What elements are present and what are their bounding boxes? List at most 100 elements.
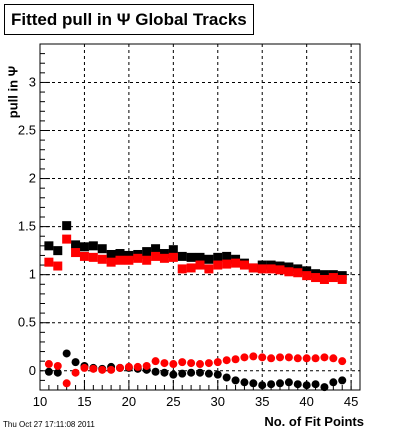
data-point-circle (169, 370, 178, 379)
title-box: Fitted pull in Ψ Global Tracks (4, 4, 254, 35)
data-point-square (97, 254, 107, 264)
data-point-circle (329, 378, 338, 387)
data-point-circle (151, 357, 160, 366)
data-point-circle (71, 368, 80, 377)
data-point-circle (62, 349, 71, 358)
data-point-circle (293, 380, 302, 389)
data-point-circle (204, 369, 213, 378)
data-point-circle (240, 353, 249, 362)
x-axis-label: No. of Fit Points (264, 414, 364, 429)
data-point-square (44, 241, 54, 251)
data-point-square (142, 247, 152, 257)
y-tick-label: 2 (29, 171, 36, 186)
y-tick-label: 2.5 (18, 123, 36, 138)
data-point-square (168, 245, 178, 255)
data-point-circle (258, 353, 267, 362)
chart-title: Fitted pull in Ψ Global Tracks (11, 9, 247, 29)
data-point-circle (160, 368, 169, 377)
data-point-circle (178, 358, 187, 367)
data-point-square (71, 248, 81, 258)
data-point-circle (222, 373, 231, 382)
data-point-square (222, 251, 232, 261)
data-point-circle (178, 369, 187, 378)
data-point-circle (142, 361, 151, 370)
x-tick-label: 15 (77, 394, 91, 409)
data-point-square (62, 234, 72, 244)
data-point-circle (98, 365, 107, 374)
data-point-square (328, 273, 338, 283)
data-point-square (266, 264, 276, 274)
data-point-circle (133, 362, 142, 371)
x-tick-label: 10 (33, 394, 47, 409)
data-point-circle (231, 376, 240, 385)
data-point-square (124, 255, 134, 265)
data-point-square (142, 255, 152, 265)
data-markers (44, 221, 347, 392)
data-point-square (151, 244, 161, 254)
data-point-circle (293, 354, 302, 363)
data-point-circle (267, 380, 276, 389)
data-point-square (319, 274, 329, 284)
x-tick-label: 20 (122, 394, 136, 409)
y-tick-label: 0.5 (18, 315, 36, 330)
data-point-circle (320, 353, 329, 362)
plot-frame (39, 43, 361, 391)
data-point-square (53, 246, 63, 256)
data-point-square (195, 252, 205, 262)
data-point-square (337, 274, 347, 284)
data-point-square (204, 264, 214, 274)
data-point-circle (222, 356, 231, 365)
data-point-circle (240, 378, 249, 387)
data-point-circle (231, 355, 240, 364)
y-tick-label: 1 (29, 267, 36, 282)
series-3 (44, 352, 347, 388)
data-point-circle (169, 360, 178, 369)
data-point-square (79, 251, 89, 261)
y-axis-label-container: pull in Ψ (3, 52, 23, 132)
data-point-circle (80, 363, 89, 372)
data-point-circle (311, 380, 320, 389)
data-point-circle (196, 368, 204, 377)
data-point-square (168, 252, 178, 262)
data-point-circle (213, 370, 222, 379)
data-point-square (115, 255, 125, 265)
x-tick-label: 35 (255, 394, 269, 409)
data-point-square (284, 262, 294, 272)
data-point-square (44, 257, 54, 267)
x-tick-label: 45 (344, 394, 358, 409)
data-point-square (97, 244, 107, 254)
data-point-square (231, 258, 241, 268)
data-point-circle (276, 379, 284, 388)
series-1 (44, 234, 347, 284)
data-point-circle (160, 359, 169, 368)
axis-ticks (39, 43, 361, 391)
data-point-circle (276, 353, 284, 362)
data-point-circle (249, 379, 258, 388)
data-point-square (159, 253, 169, 263)
data-point-square (311, 273, 321, 283)
x-tick-label: 25 (166, 394, 180, 409)
data-point-circle (44, 360, 53, 369)
data-point-circle (89, 364, 98, 373)
y-tick-label: 1.5 (18, 219, 36, 234)
x-tick-label: 40 (299, 394, 313, 409)
data-point-square (213, 260, 223, 270)
data-point-square (239, 260, 249, 270)
grid-lines (39, 44, 360, 390)
data-point-circle (302, 381, 311, 390)
data-point-circle (284, 378, 293, 387)
data-point-square (159, 249, 169, 259)
data-point-square (204, 254, 214, 264)
data-point-square (275, 265, 285, 275)
data-point-circle (213, 358, 222, 367)
timestamp-footer: Thu Oct 27 17:11:08 2011 (3, 420, 95, 429)
data-point-circle (71, 358, 80, 367)
data-point-circle (267, 354, 276, 363)
data-point-square (124, 250, 134, 260)
y-tick-label: 0 (29, 363, 36, 378)
data-point-square (302, 266, 312, 276)
data-point-square (257, 264, 267, 274)
data-point-circle (338, 376, 347, 385)
data-point-circle (124, 362, 133, 371)
